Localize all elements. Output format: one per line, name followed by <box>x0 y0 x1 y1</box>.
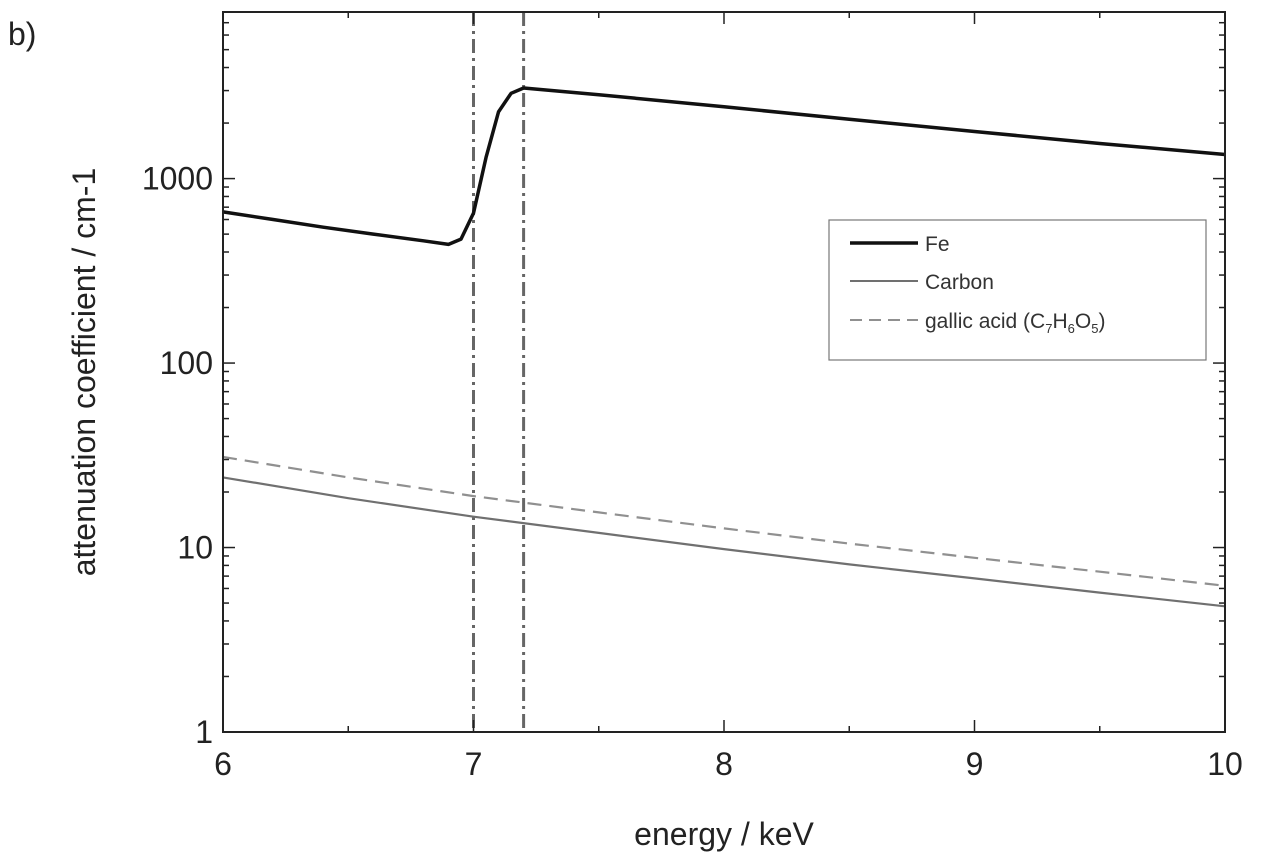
legend-label-carbon: Carbon <box>925 271 994 294</box>
x-tick-label: 9 <box>966 746 984 782</box>
x-tick-label: 10 <box>1207 746 1243 782</box>
x-tick-label: 8 <box>715 746 733 782</box>
y-tick-label: 1 <box>195 714 213 750</box>
legend: Fe Carbon gallic acid (C7H6O5) <box>828 219 1207 361</box>
x-axis-title: energy / keV <box>634 816 814 852</box>
legend-box <box>828 219 1207 361</box>
series-line-carbon <box>222 476 1226 608</box>
plot-frame <box>222 11 1226 733</box>
y-axis-title: attenuation coefficient / cm-1 <box>66 168 102 577</box>
series-line-fe <box>222 86 1226 247</box>
series-lines <box>222 86 1226 608</box>
y-tick-label: 1000 <box>142 161 213 197</box>
x-tick-labels: 6 7 8 9 10 <box>214 746 1243 782</box>
series-line-gallic-acid-c7h6o5 <box>222 455 1226 587</box>
x-tick-label: 6 <box>214 746 232 782</box>
panel-label: b) <box>8 16 36 52</box>
axis-ticks <box>222 11 1226 733</box>
legend-label-gallic-acid: gallic acid (C7H6O5) <box>925 310 1105 336</box>
y-tick-label: 100 <box>160 345 213 381</box>
x-tick-label: 7 <box>465 746 483 782</box>
legend-label-fe: Fe <box>925 233 950 256</box>
vertical-marker-lines <box>472 12 526 732</box>
y-tick-labels: 1 10 100 1000 <box>142 161 213 750</box>
y-tick-label: 10 <box>177 530 213 566</box>
